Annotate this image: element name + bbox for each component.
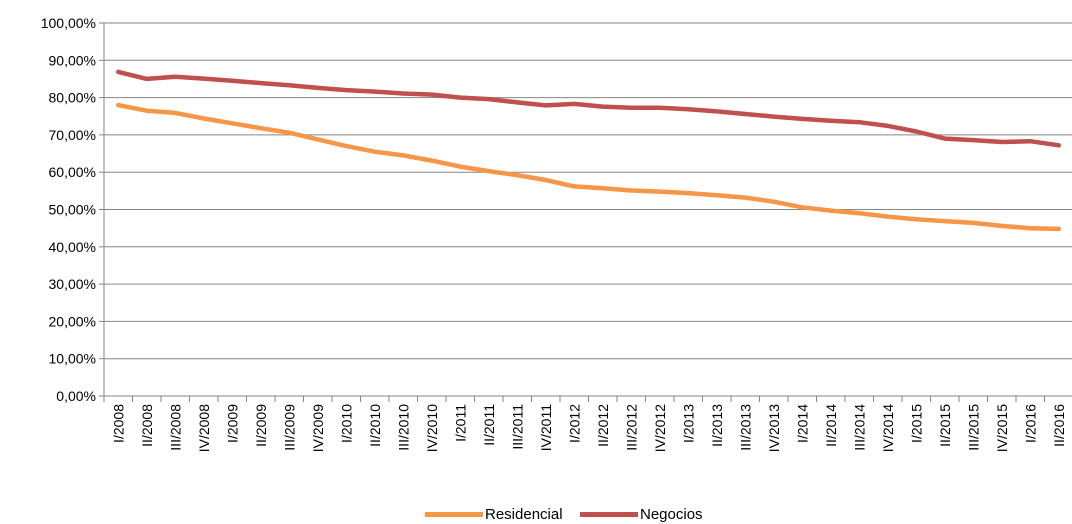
x-tick-label: IV/2008 <box>196 404 212 452</box>
x-tick-label: IV/2010 <box>424 404 440 452</box>
y-tick-label: 10,00% <box>49 351 96 367</box>
x-tick-label: I/2016 <box>1022 404 1038 443</box>
y-tick-label: 30,00% <box>49 276 96 292</box>
x-tick-label: II/2012 <box>595 404 611 447</box>
y-tick-label: 60,00% <box>49 164 96 180</box>
x-tick-label: IV/2014 <box>880 404 896 452</box>
series-line-residencial <box>116 102 1062 232</box>
x-tick-label: IV/2015 <box>994 404 1010 452</box>
y-tick-label: 40,00% <box>49 239 96 255</box>
y-tick-label: 100,00% <box>41 15 96 31</box>
legend-label-negocios: Negocios <box>640 505 703 523</box>
x-tick-label: II/2016 <box>1051 404 1067 447</box>
x-tick-label: III/2014 <box>851 404 867 451</box>
series-line-negocios <box>116 69 1062 148</box>
legend-item-negocios: Negocios <box>580 504 703 524</box>
legend-label-residencial: Residencial <box>485 505 563 523</box>
y-tick-label: 20,00% <box>49 313 96 329</box>
x-tick-label: III/2010 <box>395 404 411 451</box>
y-tick-label: 70,00% <box>49 127 96 143</box>
axes <box>103 23 1072 402</box>
x-tick-label: I/2014 <box>794 404 810 443</box>
series-lines <box>116 69 1062 232</box>
x-tick-label: IV/2011 <box>538 404 554 451</box>
x-tick-label: IV/2012 <box>652 404 668 452</box>
y-axis-tick-labels: 0,00% 10,00% 20,00% 30,00% 40,00% 50,00% 60,00… <box>41 15 96 404</box>
x-tick-label: I/2009 <box>224 404 240 443</box>
x-tick-label: II/2010 <box>367 404 383 447</box>
x-tick-label: III/2012 <box>623 404 639 451</box>
y-tick-label: 90,00% <box>49 52 96 68</box>
legend: Residencial Negocios <box>0 504 1072 524</box>
x-tick-label: I/2011 <box>452 404 468 442</box>
x-tick-label: II/2013 <box>709 404 725 447</box>
x-tick-label: II/2015 <box>937 404 953 447</box>
x-tick-label: III/2008 <box>167 404 183 451</box>
x-tick-label: I/2012 <box>566 404 582 443</box>
x-tick-label: III/2009 <box>281 404 297 451</box>
x-tick-label: I/2013 <box>680 404 696 443</box>
y-tick-label: 80,00% <box>49 90 96 106</box>
line-chart: 0,00% 10,00% 20,00% 30,00% 40,00% 50,00% 60,00… <box>41 15 1072 452</box>
y-tick-label: 0,00% <box>56 388 96 404</box>
legend-item-residencial: Residencial <box>425 504 563 524</box>
x-tick-label: I/2010 <box>338 404 354 443</box>
x-tick-label: IV/2013 <box>766 404 782 452</box>
x-tick-label: IV/2009 <box>310 404 326 452</box>
x-tick-label: III/2013 <box>737 404 753 451</box>
y-tick-label: 50,00% <box>49 202 96 218</box>
x-tick-label: I/2015 <box>908 404 924 443</box>
x-tick-label: II/2009 <box>253 404 269 447</box>
x-tick-label: III/2011 <box>509 404 525 450</box>
x-tick-label: III/2015 <box>965 404 981 451</box>
legend-swatch-residencial <box>425 511 483 517</box>
gridlines <box>99 22 1072 397</box>
x-tick-label: II/2014 <box>823 404 839 447</box>
x-tick-label: I/2008 <box>110 404 126 443</box>
x-axis-tick-labels: I/2008 II/2008 III/2008 IV/2008 I/2009 II/200… <box>110 404 1067 452</box>
legend-swatch-negocios <box>580 511 638 517</box>
x-tick-label: II/2008 <box>139 404 155 447</box>
x-tick-label: II/2011 <box>481 404 497 446</box>
